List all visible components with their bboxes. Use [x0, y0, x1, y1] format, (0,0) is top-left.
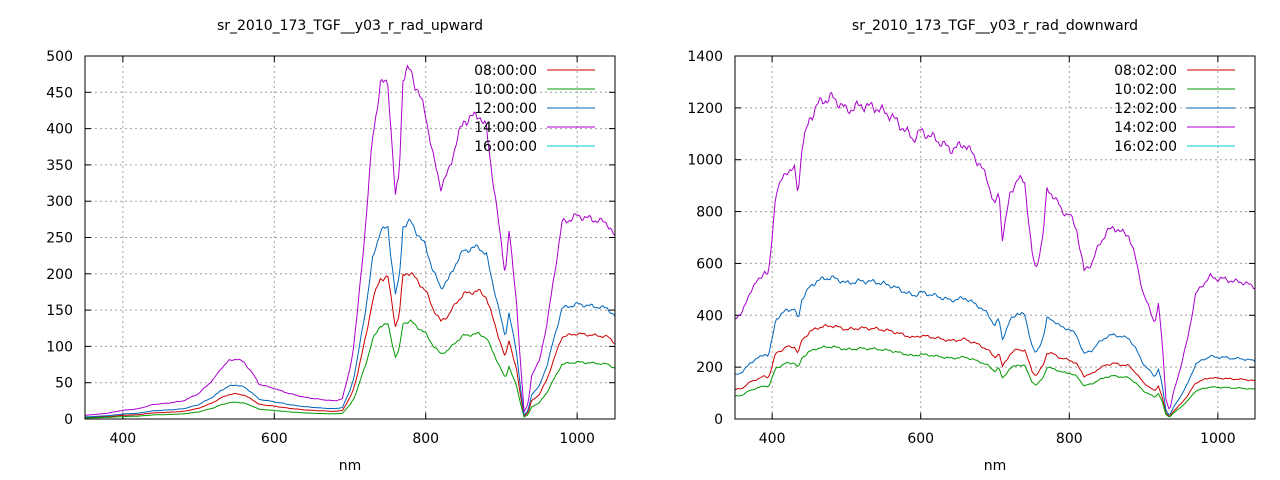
legend-label: 14:00:00 — [474, 120, 537, 136]
legend-label: 10:00:00 — [474, 82, 537, 98]
y-tick-label: 200 — [696, 360, 723, 376]
y-tick-label: 1400 — [687, 49, 723, 65]
y-tick-label: 400 — [46, 122, 73, 138]
series-line-14-00-00 — [84, 64, 616, 416]
x-ticks-upward: 400 600 800 1000 — [109, 56, 595, 447]
legend-label: 08:00:00 — [474, 63, 537, 79]
x-tick-label: 1000 — [559, 431, 595, 447]
y-tick-label: 200 — [46, 267, 73, 283]
legend-downward: 08:02:00 10:02:00 12:02:00 14:02:00 16:02:00 — [1114, 63, 1235, 155]
x-tick-label: 800 — [1056, 431, 1083, 447]
y-tick-label: 450 — [46, 85, 73, 101]
legend-label: 12:02:00 — [1114, 101, 1177, 117]
chart-title-upward: sr_2010_173_TGF__y03_r_rad_upward — [217, 18, 483, 34]
plot-frame-downward — [734, 55, 1256, 420]
grid-upward — [85, 56, 615, 419]
legend-label: 14:02:00 — [1114, 120, 1177, 136]
y-tick-label: 150 — [46, 303, 73, 319]
y-ticks-upward: 0 50 100 150 200 250 300 350 400 450 500 — [46, 49, 615, 428]
legend-upward: 08:00:00 10:00:00 12:00:00 14:00:00 16:00:00 — [474, 63, 595, 155]
y-tick-label: 500 — [46, 49, 73, 65]
y-tick-label: 800 — [696, 205, 723, 221]
x-tick-label: 400 — [109, 431, 136, 447]
series-line-08-00-00 — [84, 272, 616, 418]
series-line-14-02-00 — [734, 91, 1256, 410]
y-tick-label: 400 — [696, 308, 723, 324]
y-tick-label: 1000 — [687, 153, 723, 169]
plot-frame-upward — [84, 55, 616, 420]
y-tick-label: 0 — [64, 412, 73, 428]
y-ticks-downward: 0 200 400 600 800 1000 1200 1400 — [687, 49, 1255, 428]
legend-label: 16:00:00 — [474, 139, 537, 155]
x-tick-label: 1000 — [1200, 431, 1236, 447]
x-tick-label: 400 — [759, 431, 786, 447]
x-tick-label: 800 — [412, 431, 439, 447]
x-tick-label: 600 — [907, 431, 934, 447]
series-lines-upward — [84, 64, 616, 419]
x-axis-label-downward: nm — [984, 458, 1007, 474]
x-tick-label: 600 — [261, 431, 288, 447]
y-tick-label: 300 — [46, 194, 73, 210]
y-tick-label: 350 — [46, 158, 73, 174]
legend-label: 12:00:00 — [474, 101, 537, 117]
grid-downward — [735, 56, 1255, 419]
y-tick-label: 250 — [46, 231, 73, 247]
series-line-10-00-00 — [84, 319, 616, 419]
y-tick-label: 50 — [55, 376, 73, 392]
upward-chart-panel: sr_2010_173_TGF__y03_r_rad_upward nm 0 50… — [46, 18, 616, 474]
legend-label: 16:02:00 — [1114, 139, 1177, 155]
series-lines-downward — [734, 91, 1256, 418]
legend-label: 08:02:00 — [1114, 63, 1177, 79]
series-line-12-02-00 — [734, 275, 1256, 416]
y-tick-label: 100 — [46, 339, 73, 355]
x-axis-label-upward: nm — [339, 458, 362, 474]
y-tick-label: 1200 — [687, 101, 723, 117]
downward-chart-panel: sr_2010_173_TGF__y03_r_rad_downward nm 0… — [687, 18, 1256, 474]
y-tick-label: 0 — [714, 412, 723, 428]
series-line-08-02-00 — [734, 323, 1256, 417]
series-line-10-02-00 — [734, 345, 1256, 418]
series-line-12-00-00 — [85, 218, 616, 418]
y-tick-label: 600 — [696, 256, 723, 272]
legend-label: 10:02:00 — [1114, 82, 1177, 98]
x-ticks-downward: 400 600 800 1000 — [759, 56, 1236, 447]
chart-title-downward: sr_2010_173_TGF__y03_r_rad_downward — [852, 18, 1138, 34]
